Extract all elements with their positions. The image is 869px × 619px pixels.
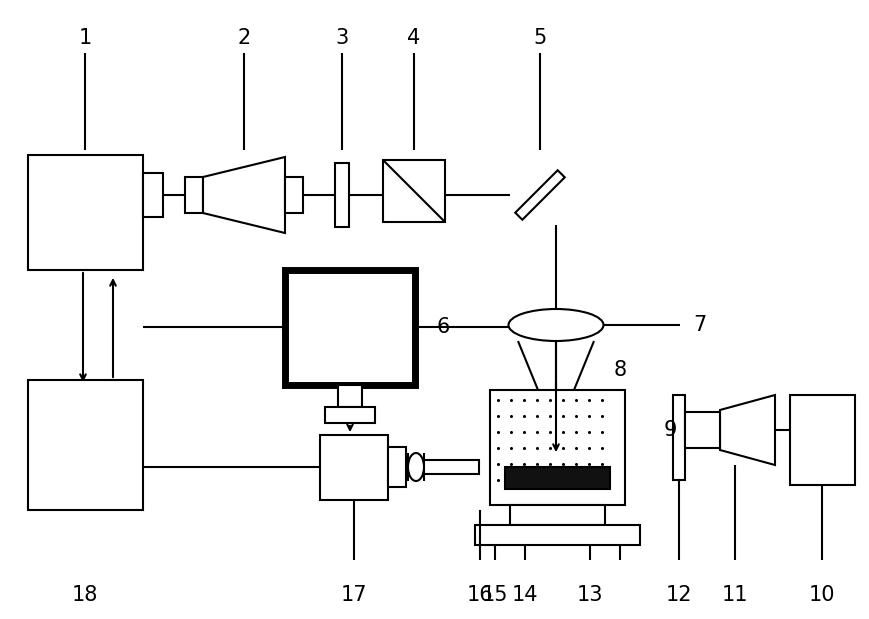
Bar [505, 467, 610, 489]
Bar [338, 385, 362, 407]
Bar [28, 155, 143, 270]
Polygon shape [515, 170, 565, 220]
Text: 9: 9 [663, 420, 677, 440]
Bar [335, 163, 349, 227]
Bar [383, 160, 445, 222]
Bar [685, 412, 720, 448]
Text: 2: 2 [237, 28, 250, 48]
Bar [790, 395, 855, 485]
Text: 15: 15 [481, 585, 508, 605]
Bar [475, 525, 640, 545]
Text: 10: 10 [809, 585, 835, 605]
Bar [510, 505, 605, 525]
Text: 3: 3 [335, 28, 348, 48]
Text: 1: 1 [78, 28, 91, 48]
Bar [673, 395, 685, 480]
Bar [143, 173, 163, 217]
Text: 8: 8 [614, 360, 627, 380]
Bar [325, 407, 375, 423]
Text: 6: 6 [436, 317, 449, 337]
Polygon shape [720, 395, 775, 465]
Bar [490, 390, 625, 505]
Bar [185, 177, 203, 213]
Bar [320, 435, 388, 500]
Bar [388, 447, 406, 487]
Ellipse shape [508, 309, 603, 341]
Text: 14: 14 [512, 585, 538, 605]
Bar [28, 380, 143, 510]
Bar [424, 460, 479, 474]
Text: 18: 18 [72, 585, 98, 605]
Bar [285, 177, 303, 213]
Text: 4: 4 [408, 28, 421, 48]
Text: 16: 16 [467, 585, 494, 605]
Polygon shape [203, 157, 285, 233]
Ellipse shape [408, 453, 424, 481]
Text: 5: 5 [534, 28, 547, 48]
Text: 13: 13 [577, 585, 603, 605]
Text: 12: 12 [666, 585, 693, 605]
Text: 7: 7 [693, 315, 706, 335]
Text: 11: 11 [722, 585, 748, 605]
Text: 17: 17 [341, 585, 368, 605]
Bar [285, 270, 415, 385]
